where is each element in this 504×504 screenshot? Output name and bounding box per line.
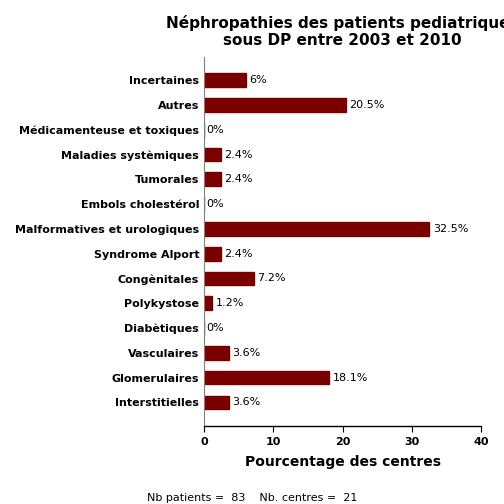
Bar — [204, 296, 212, 310]
X-axis label: Pourcentage des centres: Pourcentage des centres — [244, 455, 440, 469]
Text: 6%: 6% — [249, 75, 267, 85]
Text: 3.6%: 3.6% — [232, 398, 261, 407]
Bar — [204, 247, 221, 261]
Text: 0%: 0% — [206, 323, 224, 333]
Bar — [204, 396, 229, 409]
Text: 0%: 0% — [206, 124, 224, 135]
Bar — [204, 148, 221, 161]
Text: Nb patients =  83    Nb. centres =  21: Nb patients = 83 Nb. centres = 21 — [147, 493, 357, 503]
Bar — [204, 172, 221, 186]
Text: 18.1%: 18.1% — [333, 372, 368, 383]
Text: 2.4%: 2.4% — [224, 174, 253, 184]
Text: 2.4%: 2.4% — [224, 150, 253, 159]
Bar — [204, 73, 245, 87]
Text: 2.4%: 2.4% — [224, 248, 253, 259]
Bar — [204, 272, 254, 285]
Text: 20.5%: 20.5% — [350, 100, 385, 110]
Bar — [204, 346, 229, 360]
Text: 1.2%: 1.2% — [216, 298, 244, 308]
Bar — [204, 371, 330, 385]
Bar — [204, 98, 346, 112]
Text: 7.2%: 7.2% — [258, 274, 286, 283]
Title: Néphropathies des patients pediatriques
sous DP entre 2003 et 2010: Néphropathies des patients pediatriques … — [166, 15, 504, 48]
Bar — [204, 222, 429, 236]
Text: 32.5%: 32.5% — [433, 224, 468, 234]
Text: 0%: 0% — [206, 199, 224, 209]
Text: 3.6%: 3.6% — [232, 348, 261, 358]
